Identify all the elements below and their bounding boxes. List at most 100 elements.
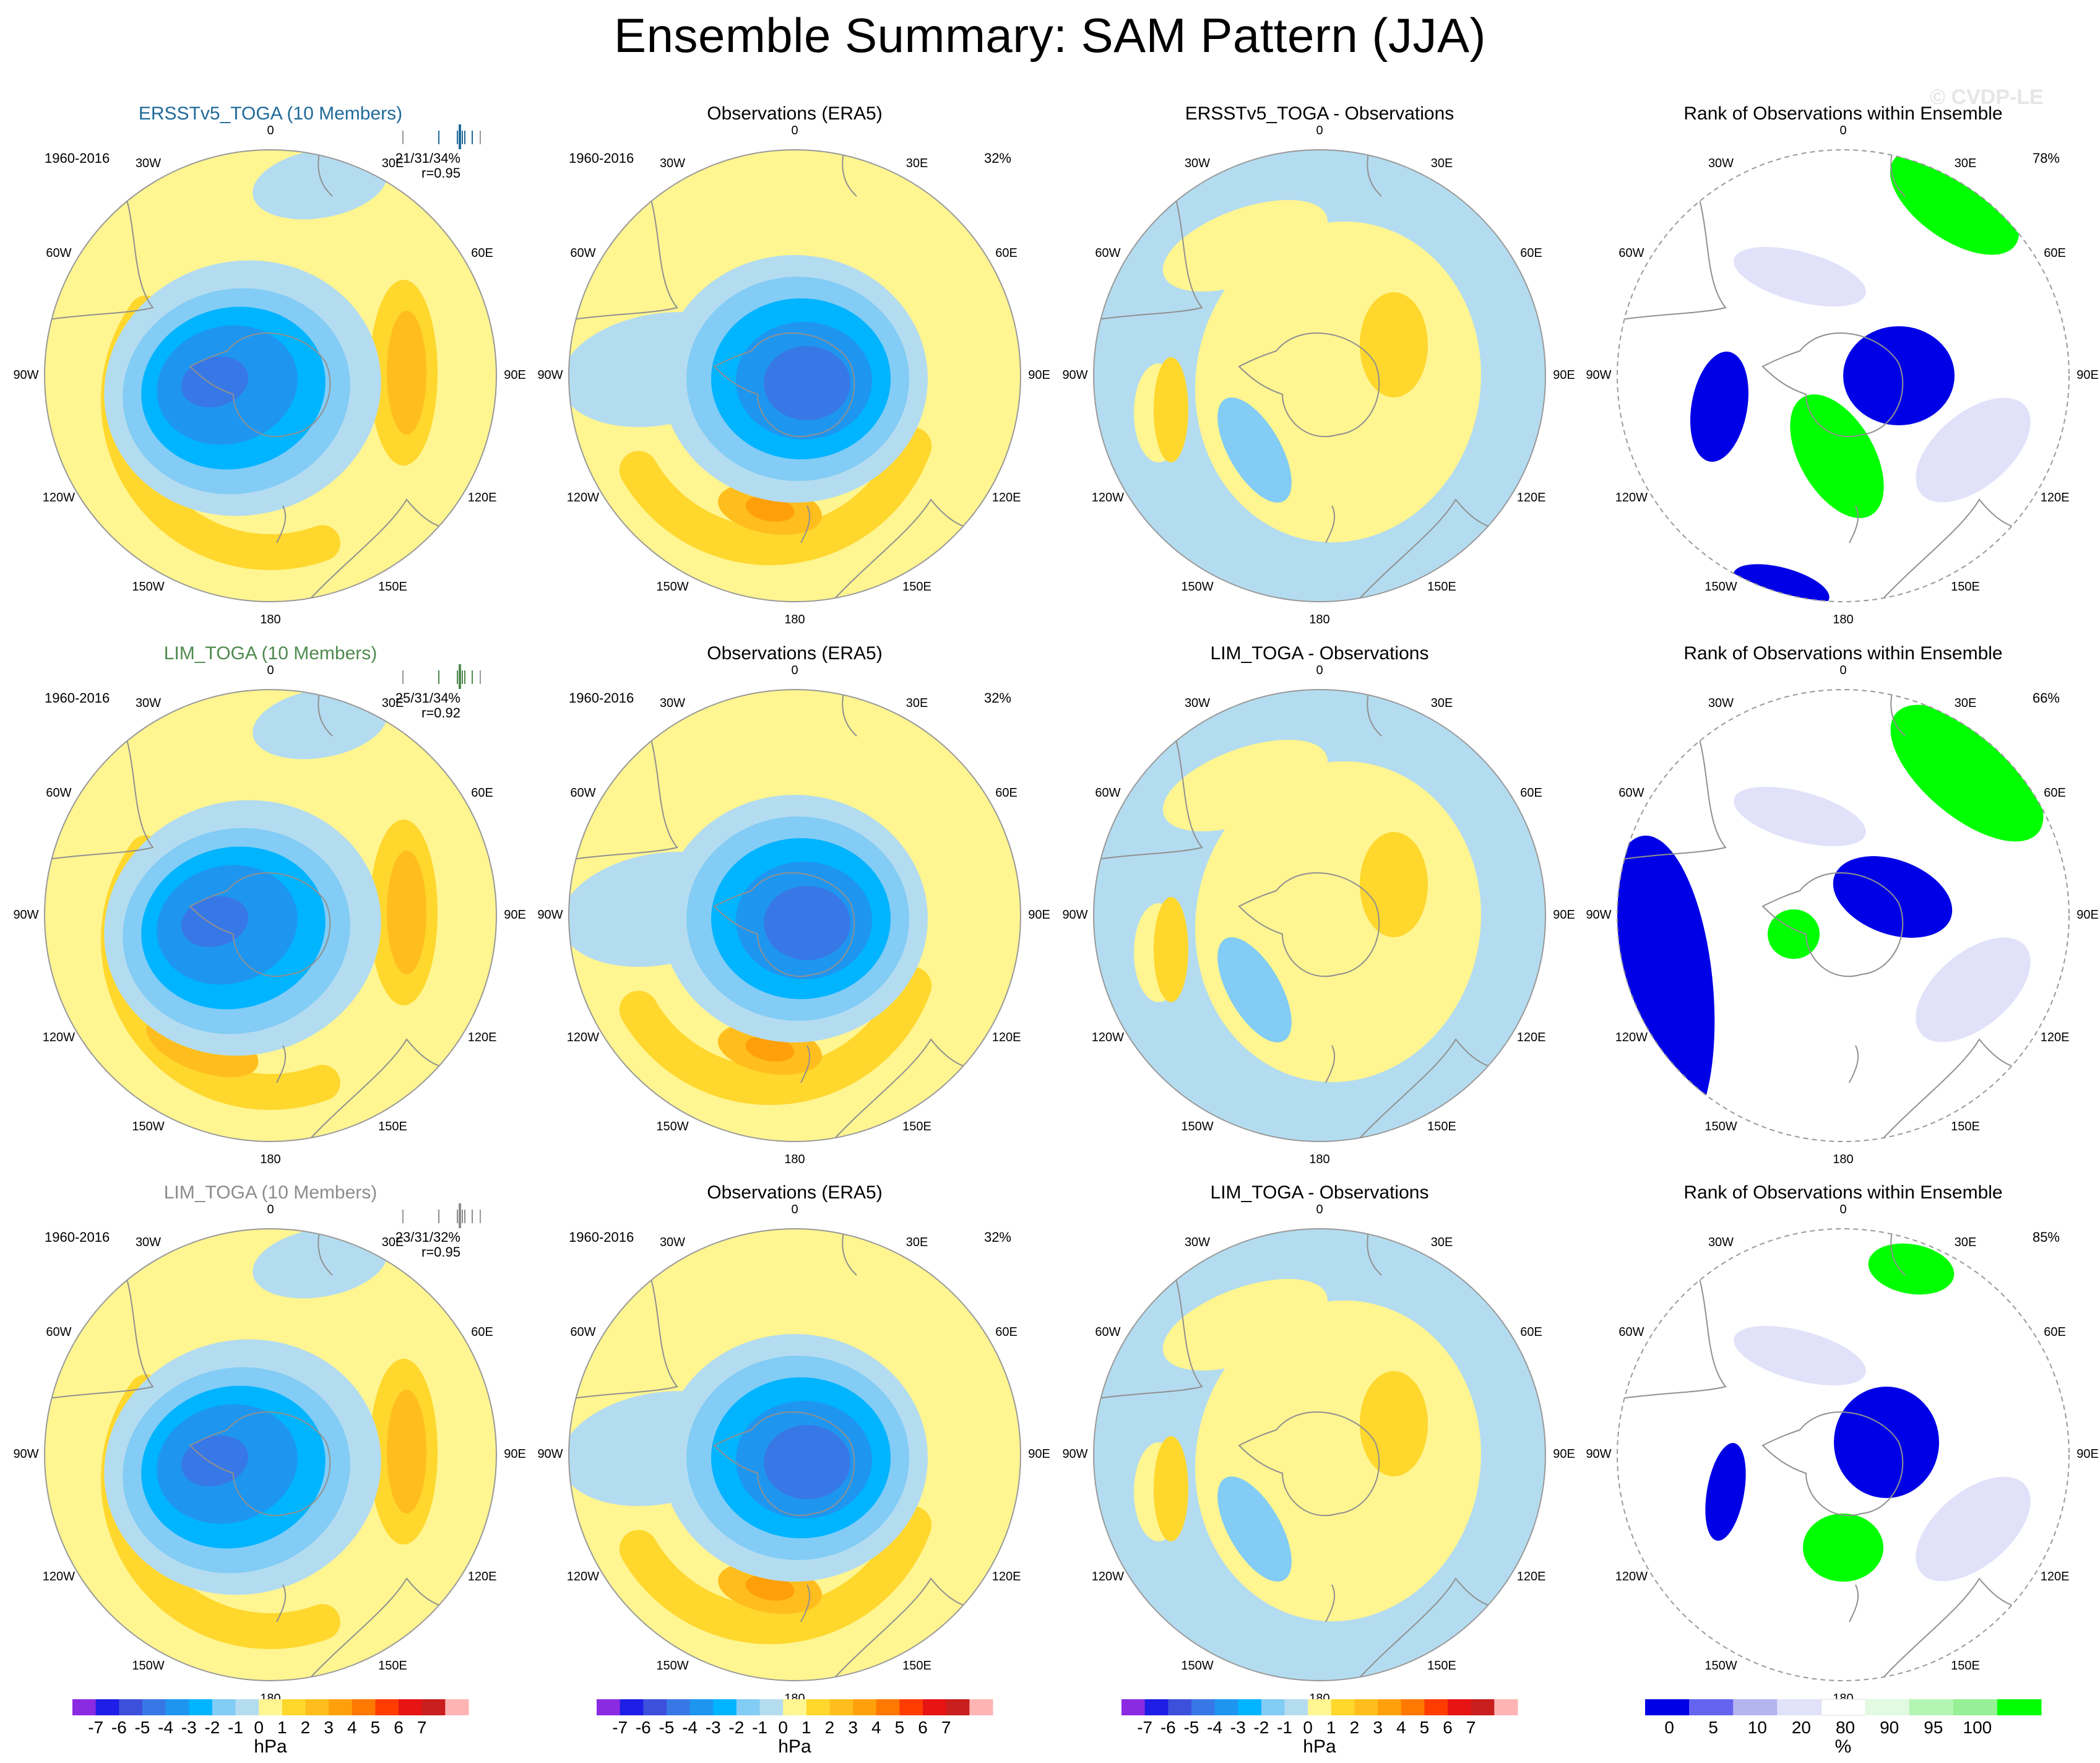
colorbar-tick-label: 2 bbox=[824, 1718, 835, 1737]
longitude-label: 30W bbox=[659, 696, 686, 710]
rank-band-20-80 bbox=[1734, 787, 1866, 846]
polar-map bbox=[44, 689, 497, 1142]
panel-title: Rank of Observations within Ensemble bbox=[1683, 1182, 2003, 1203]
field-shading bbox=[1094, 1229, 1545, 1681]
positive-core-east bbox=[387, 1390, 426, 1514]
colorbar-tick-label: 4 bbox=[347, 1718, 357, 1737]
colorbar-swatch bbox=[713, 1699, 737, 1715]
pattern-percent: 32% bbox=[983, 1229, 1011, 1245]
colorbar-tick-label: -2 bbox=[1253, 1718, 1269, 1737]
colorbar-tick-label: -2 bbox=[204, 1718, 220, 1737]
polar-map bbox=[1617, 149, 2070, 602]
rank-band-20-80 bbox=[1734, 1326, 1866, 1385]
colorbar-swatch bbox=[1401, 1699, 1425, 1715]
africa-outline bbox=[1890, 690, 1906, 737]
south-america-outline bbox=[1094, 171, 1203, 321]
map-frame bbox=[1093, 149, 1546, 602]
colorbar-hpa bbox=[1121, 1699, 1518, 1715]
rank-band-20-80 bbox=[1916, 1476, 2031, 1582]
longitude-label: 90E bbox=[1553, 1447, 1575, 1461]
longitude-label: 150E bbox=[902, 1659, 931, 1673]
longitude-label: 150W bbox=[132, 1659, 165, 1673]
map-frame bbox=[44, 1228, 497, 1681]
antarctica-outline bbox=[1761, 1411, 1904, 1517]
antarctica-outline bbox=[713, 872, 855, 977]
colorbar-unit: hPa bbox=[1303, 1736, 1336, 1757]
positive-region-north bbox=[1162, 1279, 1328, 1371]
ensemble-spread-ticks bbox=[402, 124, 481, 149]
longitude-label: 150E bbox=[1427, 1120, 1456, 1134]
longitude-label: 150E bbox=[1951, 580, 1980, 594]
longitude-label: 30W bbox=[1184, 1235, 1211, 1249]
colorbar-swatch bbox=[1308, 1699, 1332, 1715]
map-frame bbox=[1093, 1228, 1546, 1681]
longitude-label: 150E bbox=[1427, 580, 1456, 594]
map-frame bbox=[1617, 689, 2070, 1142]
longitude-label: 150E bbox=[1951, 1659, 1980, 1673]
polar-map bbox=[1617, 1228, 2070, 1681]
colorbar-swatch bbox=[95, 1699, 119, 1715]
colorbar-rank bbox=[1645, 1699, 2042, 1716]
longitude-label: 90W bbox=[13, 908, 39, 922]
longitude-label: 30E bbox=[1430, 156, 1453, 170]
colorbar-tick-label: -4 bbox=[158, 1718, 174, 1737]
negative-core-southwest bbox=[1217, 397, 1292, 503]
longitude-label: 60W bbox=[570, 786, 596, 800]
colorbar-tick-label: 0 bbox=[778, 1718, 788, 1737]
longitude-label: 150W bbox=[656, 1659, 689, 1673]
longitude-label: 180 bbox=[1833, 1153, 1854, 1166]
longitude-label: 30W bbox=[659, 1235, 686, 1249]
colorbar-swatch bbox=[1820, 1699, 1866, 1716]
rank-low-east bbox=[1843, 326, 1955, 425]
colorbar-swatch bbox=[1777, 1699, 1821, 1715]
longitude-label: 150W bbox=[1705, 1659, 1737, 1673]
panel-title: LIM_TOGA (10 Members) bbox=[163, 643, 378, 664]
antarctica-outline bbox=[1238, 332, 1380, 438]
colorbar-tick-label: 6 bbox=[394, 1718, 404, 1737]
longitude-label: 60W bbox=[46, 246, 72, 260]
pattern-stats: 21/31/34% bbox=[395, 150, 460, 166]
colorbar-swatch bbox=[806, 1699, 830, 1715]
colorbar-swatch bbox=[783, 1699, 807, 1715]
colorbar-swatch bbox=[597, 1699, 621, 1715]
longitude-label: 90W bbox=[13, 1447, 39, 1461]
longitude-label: 30W bbox=[135, 696, 162, 710]
polar-map bbox=[568, 1228, 1021, 1681]
colorbar-tick-label: -3 bbox=[1230, 1718, 1246, 1737]
longitude-label: 120E bbox=[992, 1569, 1021, 1583]
panel-title: Observations (ERA5) bbox=[707, 103, 883, 124]
colorbar-hpa bbox=[72, 1699, 469, 1715]
south-america-outline bbox=[45, 171, 154, 321]
map-frame bbox=[1617, 1228, 2070, 1681]
positive-center-south bbox=[745, 1036, 795, 1062]
longitude-label: 90W bbox=[537, 908, 563, 922]
panel-title: ERSSTv5_TOGA (10 Members) bbox=[138, 103, 403, 124]
longitude-label: 30W bbox=[135, 1235, 162, 1249]
colorbar-tick-label: 7 bbox=[941, 1718, 951, 1737]
rank-high-center bbox=[1768, 909, 1820, 959]
longitude-label: 120E bbox=[2040, 1030, 2070, 1044]
colorbar-tick-label: -1 bbox=[1277, 1718, 1292, 1737]
longitude-label: 120W bbox=[566, 1030, 600, 1044]
ensemble-spread-ticks bbox=[402, 1203, 481, 1228]
colorbar-swatch bbox=[1448, 1699, 1472, 1715]
colorbar-tick-label: 20 bbox=[1791, 1718, 1812, 1737]
positive-arc-southeast bbox=[619, 966, 932, 1105]
field-shading bbox=[569, 1229, 1021, 1681]
pattern-percent: 66% bbox=[2032, 690, 2060, 706]
colorbar-swatch bbox=[235, 1699, 259, 1715]
colorbar-tick-label: 6 bbox=[918, 1718, 928, 1737]
colorbar-swatch bbox=[1354, 1699, 1378, 1715]
south-america-outline bbox=[1617, 711, 1727, 860]
colorbar-tick-label: 10 bbox=[1747, 1718, 1767, 1737]
colorbar-tick-label: 1 bbox=[277, 1718, 287, 1737]
pattern-stats: 23/31/32% bbox=[395, 1229, 460, 1245]
rank-band-20-80 bbox=[1734, 247, 1866, 306]
longitude-label: 90E bbox=[504, 908, 526, 922]
longitude-label: 90W bbox=[1062, 1447, 1088, 1461]
positive-core-east bbox=[387, 311, 426, 435]
longitude-label: 90E bbox=[1553, 908, 1575, 922]
colorbar-swatch bbox=[445, 1699, 469, 1715]
new-zealand-outline bbox=[800, 1584, 811, 1622]
colorbar-swatch bbox=[1865, 1699, 1910, 1715]
